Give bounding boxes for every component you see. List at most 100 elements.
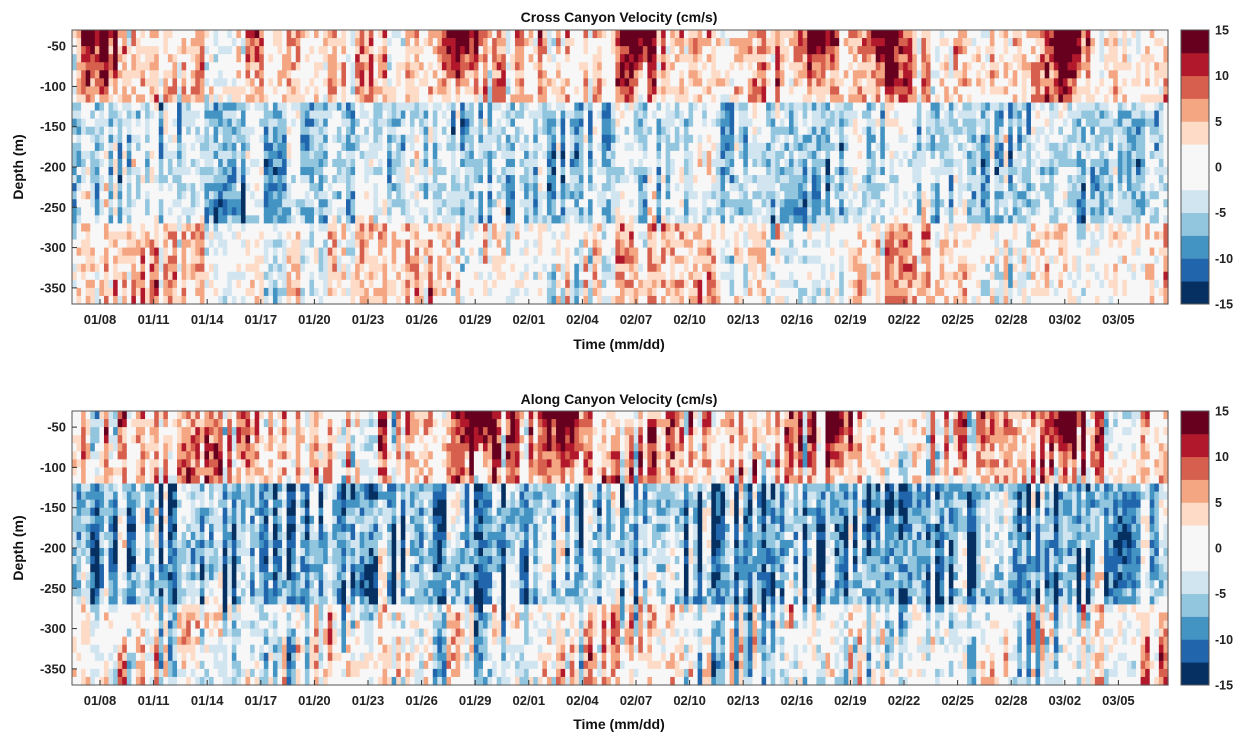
heatmap-cell bbox=[86, 183, 91, 192]
heatmap-cell bbox=[634, 54, 639, 63]
heatmap-cell bbox=[730, 175, 735, 184]
heatmap-cell bbox=[579, 86, 584, 95]
heatmap-cell bbox=[95, 54, 100, 63]
heatmap-cell bbox=[172, 78, 177, 87]
heatmap-cell bbox=[177, 272, 182, 281]
heatmap-cell bbox=[223, 46, 228, 55]
heatmap-cell bbox=[328, 86, 333, 95]
heatmap-cell bbox=[401, 103, 406, 112]
heatmap-cell bbox=[186, 119, 191, 128]
heatmap-cell bbox=[177, 135, 182, 144]
heatmap-cell bbox=[141, 103, 146, 112]
heatmap-cell bbox=[150, 256, 155, 265]
heatmap-cell bbox=[72, 288, 77, 297]
heatmap-cell bbox=[200, 207, 205, 216]
heatmap-cell bbox=[305, 223, 310, 232]
heatmap-cell bbox=[355, 111, 360, 120]
heatmap-cell bbox=[419, 280, 424, 289]
heatmap-cell bbox=[186, 127, 191, 136]
heatmap-cell bbox=[643, 46, 648, 55]
heatmap-cell bbox=[182, 223, 187, 232]
heatmap-cell bbox=[264, 183, 269, 192]
heatmap-cell bbox=[378, 288, 383, 297]
heatmap-cell bbox=[533, 207, 538, 216]
heatmap-cell bbox=[236, 30, 241, 39]
heatmap-cell bbox=[625, 78, 630, 87]
heatmap-cell bbox=[282, 231, 287, 240]
heatmap-cell bbox=[410, 111, 415, 120]
heatmap-cell bbox=[236, 256, 241, 265]
heatmap-cell bbox=[296, 256, 301, 265]
heatmap-cell bbox=[565, 119, 570, 128]
heatmap-cell bbox=[469, 103, 474, 112]
heatmap-cell bbox=[172, 54, 177, 63]
heatmap-cell bbox=[730, 191, 735, 200]
heatmap-cell bbox=[236, 143, 241, 152]
heatmap-cell bbox=[300, 288, 305, 297]
heatmap-cell bbox=[296, 70, 301, 79]
heatmap-cell bbox=[378, 183, 383, 192]
heatmap-cell bbox=[588, 191, 593, 200]
heatmap-cell bbox=[634, 78, 639, 87]
heatmap-cell bbox=[223, 78, 228, 87]
heatmap-cell bbox=[341, 256, 346, 265]
heatmap-cell bbox=[647, 264, 652, 273]
heatmap-cell bbox=[510, 54, 515, 63]
heatmap-cell bbox=[552, 78, 557, 87]
heatmap-cell bbox=[236, 119, 241, 128]
heatmap-cell bbox=[538, 256, 543, 265]
heatmap-cell bbox=[437, 78, 442, 87]
heatmap-cell bbox=[529, 151, 534, 160]
heatmap-cell bbox=[273, 199, 278, 208]
heatmap-cell bbox=[561, 143, 566, 152]
heatmap-cell bbox=[620, 207, 625, 216]
heatmap-cell bbox=[150, 175, 155, 184]
heatmap-cell bbox=[515, 175, 520, 184]
heatmap-cell bbox=[341, 30, 346, 39]
heatmap-cell bbox=[570, 215, 575, 224]
heatmap-cell bbox=[378, 30, 383, 39]
heatmap-cell bbox=[442, 86, 447, 95]
heatmap-cell bbox=[739, 103, 744, 112]
heatmap-cell bbox=[501, 54, 506, 63]
heatmap-cell bbox=[625, 46, 630, 55]
heatmap-cell bbox=[478, 46, 483, 55]
heatmap-cell bbox=[734, 199, 739, 208]
heatmap-cell bbox=[478, 231, 483, 240]
heatmap-cell bbox=[734, 240, 739, 249]
heatmap-cell bbox=[351, 103, 356, 112]
heatmap-cell bbox=[328, 111, 333, 120]
heatmap-cell bbox=[510, 135, 515, 144]
heatmap-cell bbox=[200, 191, 205, 200]
heatmap-cell bbox=[369, 183, 374, 192]
heatmap-cell bbox=[661, 272, 666, 281]
heatmap-cell bbox=[127, 135, 132, 144]
heatmap-cell bbox=[369, 272, 374, 281]
heatmap-cell bbox=[529, 46, 534, 55]
heatmap-cell bbox=[81, 135, 86, 144]
heatmap-cell bbox=[373, 30, 378, 39]
heatmap-cell bbox=[118, 70, 123, 79]
heatmap-cell bbox=[410, 119, 415, 128]
heatmap-cell bbox=[460, 159, 465, 168]
heatmap-cell bbox=[620, 264, 625, 273]
heatmap-cell bbox=[236, 264, 241, 273]
heatmap-cell bbox=[716, 175, 721, 184]
heatmap-cell bbox=[698, 248, 703, 257]
heatmap-cell bbox=[437, 103, 442, 112]
heatmap-cell bbox=[127, 223, 132, 232]
heatmap-cell bbox=[104, 135, 109, 144]
heatmap-cell bbox=[86, 70, 91, 79]
heatmap-cell bbox=[524, 272, 529, 281]
heatmap-cell bbox=[259, 94, 264, 103]
heatmap-cell bbox=[501, 240, 506, 249]
heatmap-cell bbox=[437, 183, 442, 192]
heatmap-cell bbox=[337, 62, 342, 71]
heatmap-cell bbox=[419, 46, 424, 55]
heatmap-cell bbox=[136, 30, 141, 39]
heatmap-cell bbox=[268, 248, 273, 257]
heatmap-cell bbox=[634, 94, 639, 103]
heatmap-cell bbox=[501, 111, 506, 120]
heatmap-cell bbox=[501, 94, 506, 103]
heatmap-cell bbox=[300, 94, 305, 103]
